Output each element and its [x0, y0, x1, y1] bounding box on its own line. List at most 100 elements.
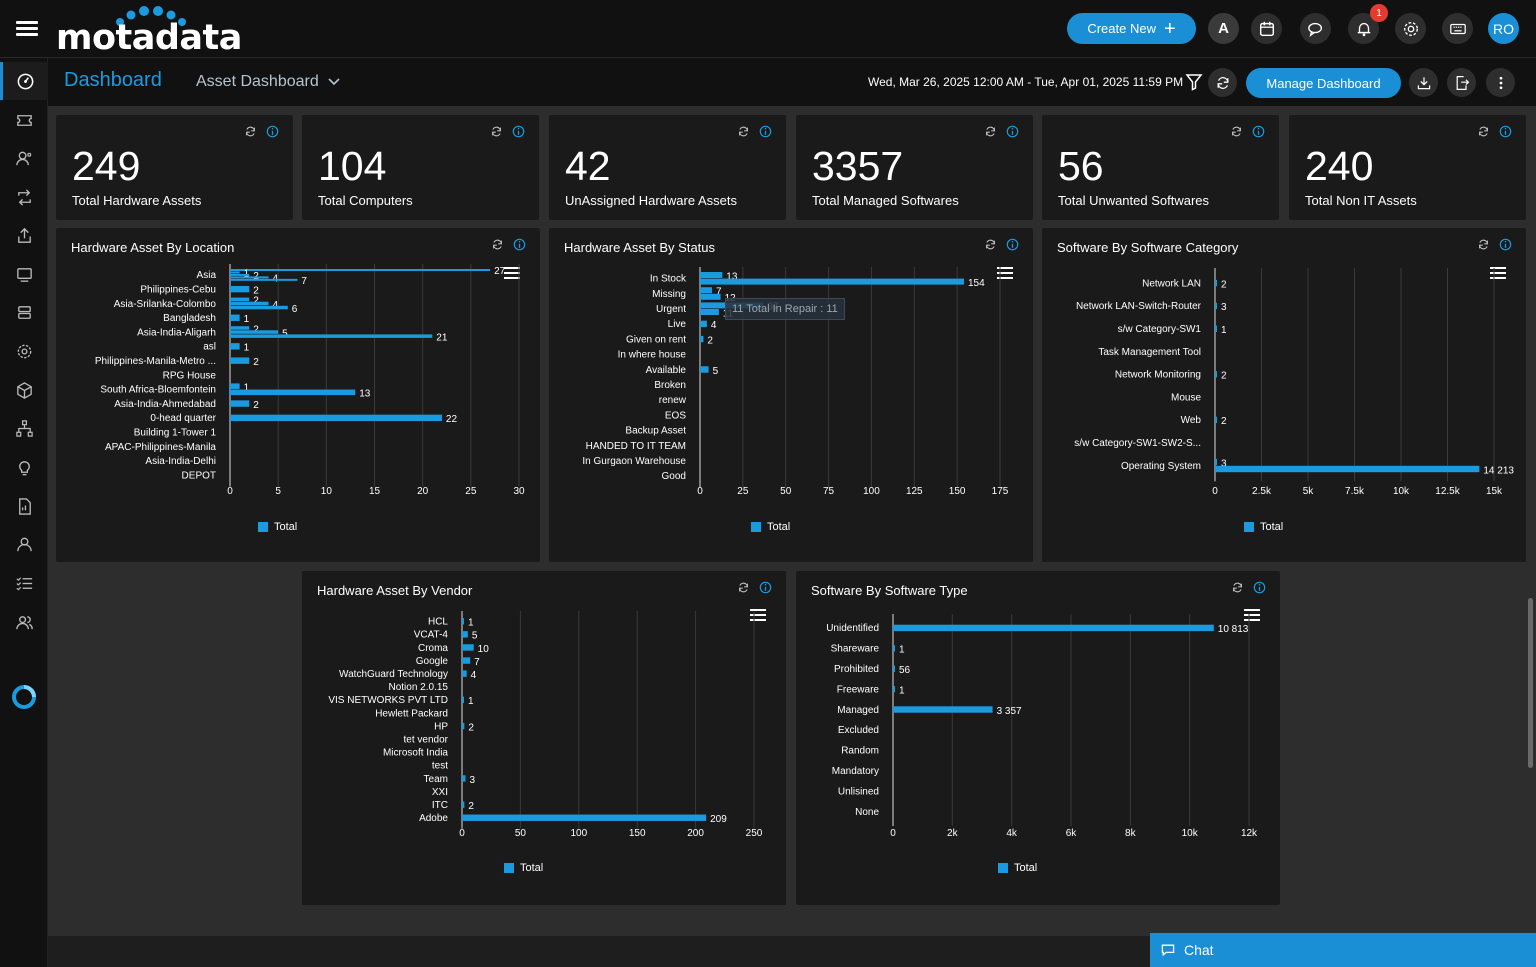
info-icon[interactable]	[266, 125, 279, 138]
sidebar-item-contacts[interactable]	[0, 525, 48, 563]
calendar-button[interactable]	[1251, 13, 1282, 44]
kpi-card[interactable]: 104 Total Computers	[302, 115, 539, 220]
sidebar-item-changes[interactable]	[0, 178, 48, 216]
menu-icon[interactable]	[14, 18, 40, 40]
info-icon[interactable]	[1499, 125, 1512, 138]
bar[interactable]	[230, 330, 279, 334]
sidebar-item-cmdb[interactable]	[0, 294, 48, 332]
bar[interactable]	[462, 657, 471, 664]
keyboard-button[interactable]	[1442, 13, 1473, 44]
sidebar-item-users[interactable]	[0, 139, 48, 177]
refresh-icon[interactable]	[737, 125, 750, 138]
chart-legend[interactable]: Total	[751, 521, 790, 533]
info-icon[interactable]	[513, 238, 526, 251]
bar[interactable]	[230, 285, 250, 293]
chart-menu-icon[interactable]	[504, 267, 520, 279]
info-icon[interactable]	[1499, 238, 1512, 251]
bar[interactable]	[230, 326, 250, 330]
bar[interactable]	[230, 271, 240, 274]
date-range-text[interactable]: Wed, Mar 26, 2025 12:00 AM - Tue, Apr 01…	[868, 75, 1184, 89]
info-icon[interactable]	[1006, 125, 1019, 138]
bar[interactable]	[462, 696, 464, 704]
sidebar-item-knowledge[interactable]	[0, 448, 48, 486]
bar[interactable]	[1215, 465, 1480, 473]
refresh-icon[interactable]	[490, 125, 503, 138]
bar[interactable]	[700, 335, 704, 343]
chart-legend[interactable]: Total	[504, 862, 543, 874]
export-button[interactable]	[1447, 68, 1476, 97]
chat-button[interactable]: Chat	[1150, 933, 1536, 967]
bar[interactable]	[230, 414, 442, 422]
sidebar-item-releases[interactable]	[0, 216, 48, 254]
sidebar-item-teams[interactable]	[0, 603, 48, 641]
bar[interactable]	[700, 293, 721, 300]
more-options-button[interactable]	[1486, 68, 1515, 97]
refresh-dashboard-button[interactable]	[1208, 68, 1237, 97]
filter-icon[interactable]	[1184, 72, 1204, 92]
bar[interactable]	[893, 624, 1214, 632]
bar[interactable]	[462, 775, 466, 782]
dashboard-select[interactable]: Asset Dashboard	[196, 73, 341, 91]
chart-menu-icon[interactable]	[997, 267, 1013, 279]
sidebar-item-assets[interactable]	[0, 255, 48, 293]
bar[interactable]	[893, 685, 895, 693]
sidebar-item-workflow[interactable]	[0, 409, 48, 447]
bar[interactable]	[700, 272, 723, 278]
create-new-button[interactable]: Create New +	[1067, 13, 1196, 44]
refresh-icon[interactable]	[1477, 125, 1490, 138]
user-avatar[interactable]: RO	[1488, 13, 1519, 44]
bar[interactable]	[230, 343, 240, 350]
refresh-icon[interactable]	[1230, 125, 1243, 138]
bar[interactable]	[230, 314, 240, 321]
bar[interactable]	[230, 278, 298, 281]
bar[interactable]	[230, 383, 240, 389]
info-icon[interactable]	[759, 581, 772, 594]
bar[interactable]	[462, 801, 465, 808]
bar[interactable]	[230, 357, 250, 364]
sidebar-item-reports[interactable]	[0, 487, 48, 525]
bar[interactable]	[462, 631, 468, 638]
bar[interactable]	[700, 287, 712, 294]
refresh-icon[interactable]	[984, 125, 997, 138]
bar[interactable]	[1215, 302, 1217, 310]
chart-menu-icon[interactable]	[1490, 267, 1506, 279]
sidebar-item-tasks[interactable]	[0, 564, 48, 602]
sidebar-item-patches[interactable]	[0, 332, 48, 370]
refresh-icon[interactable]	[491, 238, 504, 251]
notifications-button[interactable]	[1348, 13, 1379, 44]
chart-menu-icon[interactable]	[1244, 609, 1260, 621]
bar[interactable]	[230, 400, 250, 407]
bar[interactable]	[230, 269, 491, 271]
bar[interactable]	[462, 618, 464, 625]
chart-legend[interactable]: Total	[998, 862, 1037, 874]
refresh-icon[interactable]	[244, 125, 257, 138]
refresh-icon[interactable]	[984, 238, 997, 251]
sidebar-item-packages[interactable]	[0, 371, 48, 409]
kpi-card[interactable]: 249 Total Hardware Assets	[56, 115, 293, 220]
chart-legend[interactable]: Total	[1244, 521, 1283, 533]
chart-legend[interactable]: Total	[258, 521, 297, 533]
bar[interactable]	[230, 273, 250, 276]
info-icon[interactable]	[1253, 581, 1266, 594]
bar[interactable]	[462, 814, 707, 821]
bar[interactable]	[462, 722, 465, 730]
bar[interactable]	[230, 276, 269, 279]
kpi-card[interactable]: 56 Total Unwanted Softwares	[1042, 115, 1279, 220]
bar[interactable]	[700, 278, 964, 285]
bar[interactable]	[230, 334, 433, 338]
user-a-button[interactable]: A	[1208, 13, 1239, 44]
logo[interactable]: motadata	[56, 4, 242, 58]
refresh-icon[interactable]	[1477, 238, 1490, 251]
bar[interactable]	[1215, 325, 1217, 332]
info-icon[interactable]	[1252, 125, 1265, 138]
bar[interactable]	[1215, 371, 1217, 378]
settings-button[interactable]	[1395, 13, 1426, 44]
sidebar-item-dashboard[interactable]	[0, 62, 48, 100]
bar[interactable]	[462, 670, 467, 677]
chat-bubbles-button[interactable]	[1300, 13, 1331, 44]
bar[interactable]	[1215, 279, 1217, 287]
sidebar-item-tickets[interactable]	[0, 101, 48, 139]
sidebar-item-assistant[interactable]	[0, 678, 48, 716]
bar[interactable]	[700, 309, 719, 315]
bar[interactable]	[700, 366, 709, 373]
